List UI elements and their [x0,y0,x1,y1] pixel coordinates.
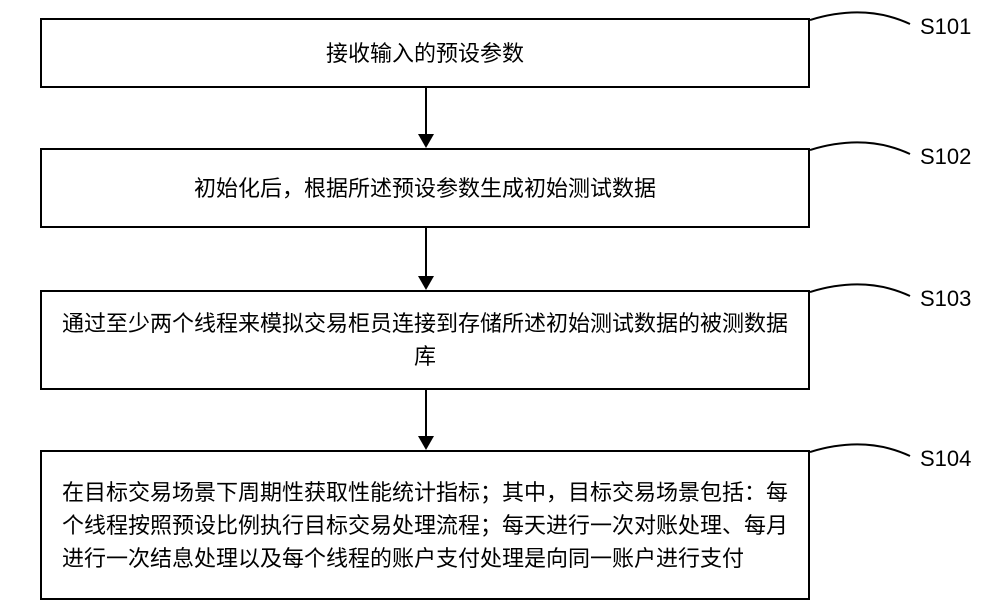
label-connector [810,280,920,310]
label-connector [810,8,920,38]
arrow-head-icon [418,276,434,290]
step-box-s103: 通过至少两个线程来模拟交易柜员连接到存储所述初始测试数据的被测数据库 [40,290,810,390]
step-label-s104: S104 [920,446,971,472]
arrow-head-icon [418,134,434,148]
step-text: 初始化后，根据所述预设参数生成初始测试数据 [194,172,656,205]
step-box-s102: 初始化后，根据所述预设参数生成初始测试数据 [40,148,810,228]
label-connector [810,138,920,168]
flowchart-canvas: 接收输入的预设参数 S101 初始化后，根据所述预设参数生成初始测试数据 S10… [0,0,1000,615]
arrow-line [425,390,427,436]
arrow-line [425,228,427,276]
step-label-s101: S101 [920,14,971,40]
step-text: 接收输入的预设参数 [326,37,524,70]
step-box-s101: 接收输入的预设参数 [40,18,810,88]
label-connector [810,440,920,470]
step-box-s104: 在目标交易场景下周期性获取性能统计指标；其中，目标交易场景包括：每个线程按照预设… [40,450,810,600]
arrow-line [425,88,427,134]
step-label-s103: S103 [920,286,971,312]
step-text: 在目标交易场景下周期性获取性能统计指标；其中，目标交易场景包括：每个线程按照预设… [62,476,788,575]
step-text: 通过至少两个线程来模拟交易柜员连接到存储所述初始测试数据的被测数据库 [62,307,788,373]
arrow-head-icon [418,436,434,450]
step-label-s102: S102 [920,144,971,170]
